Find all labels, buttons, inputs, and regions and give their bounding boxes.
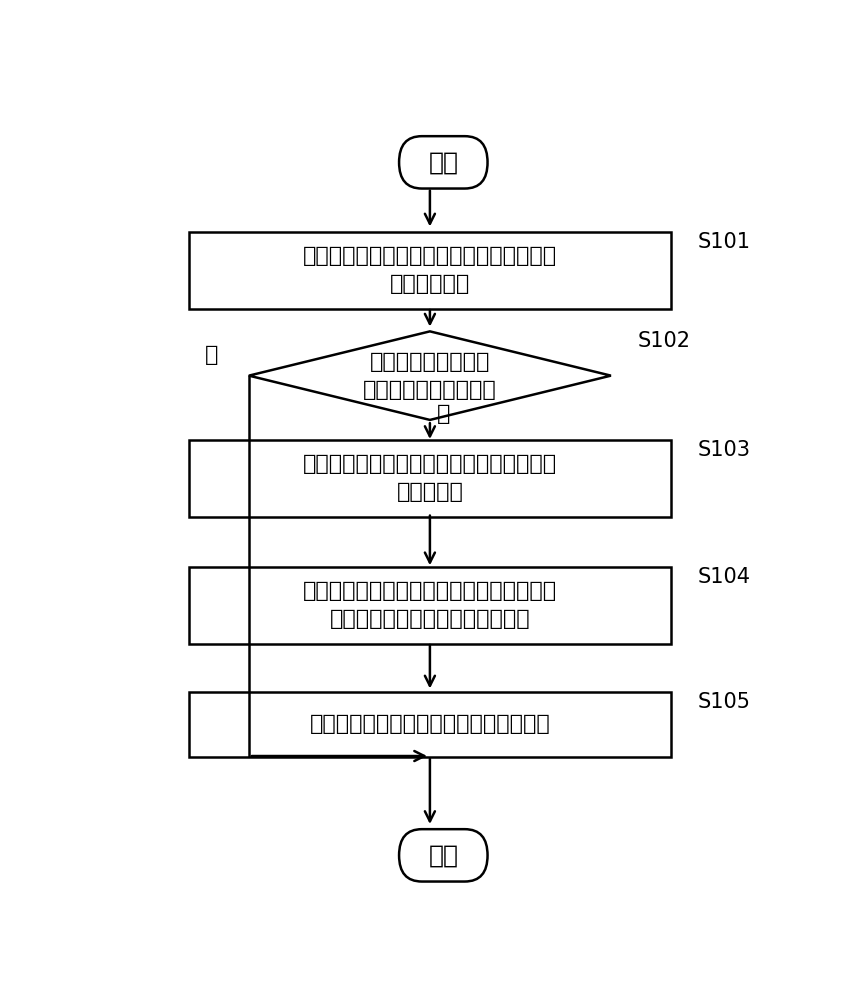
Bar: [189, 567, 671, 644]
Text: 充电装置使用调整后的电能对该电池充电: 充电装置使用调整后的电能对该电池充电: [310, 714, 550, 734]
Text: 充电装置将按压该压电薄膜传感器的作用力
转换成电能: 充电装置将按压该压电薄膜传感器的作用力 转换成电能: [303, 454, 557, 502]
Bar: [189, 692, 671, 757]
Bar: [189, 440, 671, 517]
Text: S101: S101: [698, 232, 751, 252]
Text: 充电装置判断该按压
面积是否大于预设面积: 充电装置判断该按压 面积是否大于预设面积: [363, 352, 497, 400]
Text: S103: S103: [698, 440, 751, 460]
Polygon shape: [249, 331, 611, 420]
Text: S104: S104: [698, 567, 751, 587]
Text: 充电装置获取按压充电装置中压电薄膜传感
器的按压面积: 充电装置获取按压充电装置中压电薄膜传感 器的按压面积: [303, 246, 557, 294]
Text: 充电装置将该电能的电压调整为与移动终端
的电池的充电参数匹配的第一电压: 充电装置将该电能的电压调整为与移动终端 的电池的充电参数匹配的第一电压: [303, 581, 557, 629]
Text: S105: S105: [698, 692, 751, 712]
Bar: [189, 232, 671, 309]
Text: 否: 否: [205, 345, 219, 365]
Text: S102: S102: [638, 331, 691, 351]
Text: 结束: 结束: [428, 843, 458, 867]
FancyBboxPatch shape: [399, 136, 488, 189]
FancyBboxPatch shape: [399, 829, 488, 882]
Text: 是: 是: [437, 404, 450, 424]
Text: 开始: 开始: [428, 150, 458, 174]
